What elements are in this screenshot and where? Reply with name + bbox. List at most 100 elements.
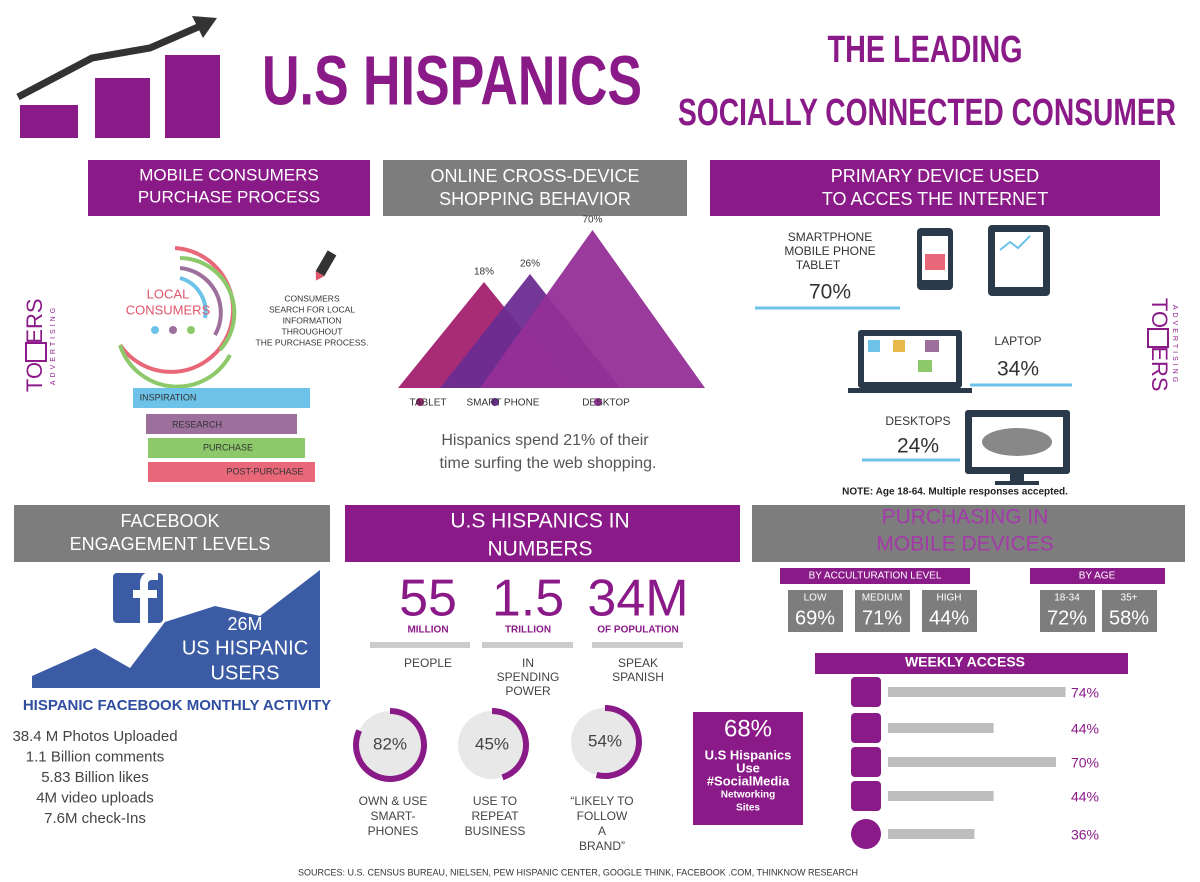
section-title: PURCHASE PROCESS	[138, 187, 320, 206]
platform-icon	[851, 781, 881, 811]
value-label: 26%	[520, 259, 540, 270]
value-label: 70%	[1071, 755, 1099, 771]
legend-dot	[491, 398, 499, 406]
ring-label: 82%	[373, 734, 407, 753]
section-title: MOBILE CONSUMERS	[139, 165, 318, 184]
caption: time surfing the web shopping.	[439, 455, 656, 472]
circle-label: LOCAL	[147, 286, 190, 301]
weekly-title: WEEKLY ACCESS	[905, 654, 1025, 670]
box-value: 44%	[929, 607, 969, 629]
activity-title: HISPANIC FACEBOOK MONTHLY ACTIVITY	[23, 697, 331, 714]
platform-icon	[851, 677, 881, 707]
ring-caption: BRAND”	[579, 839, 625, 853]
activity-item: 38.4 M Photos Uploaded	[12, 728, 177, 745]
tagline: SOCIALLY CONNECTED CONSUMER	[678, 92, 1176, 134]
stat-desc: PEOPLE	[404, 656, 452, 670]
social-line: Networking	[721, 790, 775, 801]
ring-caption: USE TO	[473, 794, 517, 808]
triangle-chart: 18% TABLET 26% SMART PHONE 70% DESKTOP	[398, 215, 705, 409]
stat-box	[1040, 590, 1095, 632]
social-box	[693, 712, 803, 825]
stat-desc: SPANISH	[612, 670, 664, 684]
ring-arc	[353, 708, 427, 782]
bar	[888, 687, 1066, 697]
ring-arc	[491, 708, 529, 781]
ring-caption: OWN & USE	[359, 794, 428, 808]
device-label: MOBILE PHONE	[784, 244, 875, 258]
ring-bg	[356, 711, 424, 779]
legend-label: SMART PHONE	[467, 398, 540, 409]
box-label: 35+	[1121, 593, 1138, 604]
users-label: USERS	[211, 662, 280, 684]
process-circle	[118, 246, 237, 389]
stat-desc: SPENDING	[497, 670, 560, 684]
title: U.S HISPANICS	[262, 41, 642, 119]
device-label: TABLET	[796, 258, 841, 272]
bar	[888, 791, 994, 801]
section-title: FACEBOOK	[120, 511, 219, 531]
note-line: THE PURCHASE PROCESS.	[256, 337, 369, 347]
ring-caption: BUSINESS	[465, 824, 526, 838]
social-line: Use	[736, 760, 760, 775]
device-value: 34%	[997, 358, 1039, 381]
stat-box	[788, 590, 843, 632]
value-label: 18%	[474, 267, 494, 278]
box-label: HIGH	[937, 593, 962, 604]
ring-label: 45%	[475, 734, 509, 753]
section-title: PRIMARY DEVICE USED	[831, 166, 1039, 186]
logo-text: TO	[1147, 298, 1172, 328]
activity-list: 38.4 M Photos Uploaded 1.1 Billion commen…	[12, 728, 177, 827]
stat-desc: POWER	[505, 684, 551, 698]
section-title: MOBILE DEVICES	[876, 533, 1053, 556]
platform-icon	[851, 713, 881, 743]
ring-caption: SMART-	[370, 809, 415, 823]
step-label: RESEARCH	[172, 419, 222, 429]
section-header	[710, 160, 1160, 216]
section-title: ONLINE CROSS-DEVICE	[430, 166, 639, 186]
stat-desc: IN	[522, 656, 534, 670]
note-line: SEARCH FOR LOCAL	[269, 304, 355, 314]
note-line: CONSUMERS	[284, 293, 340, 303]
logo-text: ERS	[1147, 346, 1172, 391]
note-line: INFORMATION	[283, 315, 342, 325]
tagline: THE LEADING	[828, 29, 1023, 71]
boxes: LOW 69% MEDIUM 71% HIGH 44% 18-34 72% 35+ 58%	[788, 590, 1157, 632]
step-label: POST-PURCHASE	[226, 466, 303, 476]
value-label: 74%	[1071, 685, 1099, 701]
stat-number: 34M	[587, 570, 688, 628]
logo-text: TO	[22, 362, 47, 392]
pencil-icon	[315, 250, 337, 281]
section-header	[345, 505, 740, 562]
box-label: MEDIUM	[862, 593, 903, 604]
caption: Hispanics spend 21% of their	[441, 432, 649, 449]
growth-icon	[16, 16, 220, 138]
stat-box	[1102, 590, 1157, 632]
ring-bg	[458, 711, 526, 779]
legend-dot	[416, 398, 424, 406]
social-line: Sites	[736, 803, 760, 814]
value-label: 70%	[582, 215, 602, 226]
note: NOTE: Age 18-64. Multiple responses acce…	[842, 487, 1068, 498]
logo-sub: ADVERTISING	[1171, 305, 1178, 385]
triangle	[480, 230, 705, 388]
section-title: TO ACCES THE INTERNET	[822, 189, 1048, 209]
logo-text: ERS	[22, 298, 47, 343]
box-value: 71%	[862, 607, 902, 629]
users-label: US HISPANIC	[182, 637, 308, 659]
device-value: 70%	[809, 281, 851, 304]
weekly-bars: 74% 44% 70% 44% 36%	[851, 677, 1099, 849]
stat-box	[922, 590, 977, 632]
stat-number: 55	[399, 570, 457, 628]
facebook-area	[32, 570, 320, 688]
group-title: BY ACCULTURATION LEVEL	[809, 571, 942, 582]
bar	[888, 723, 994, 733]
platform-icon	[851, 819, 881, 849]
box-value: 69%	[795, 607, 835, 629]
platform-icon	[851, 747, 881, 777]
legend-label: TABLET	[409, 398, 446, 409]
section-header	[383, 160, 687, 216]
sources: SOURCES: U.S. CENSUS BUREAU, NIELSEN, PE…	[298, 867, 858, 877]
section-title: SHOPPING BEHAVIOR	[439, 189, 631, 209]
